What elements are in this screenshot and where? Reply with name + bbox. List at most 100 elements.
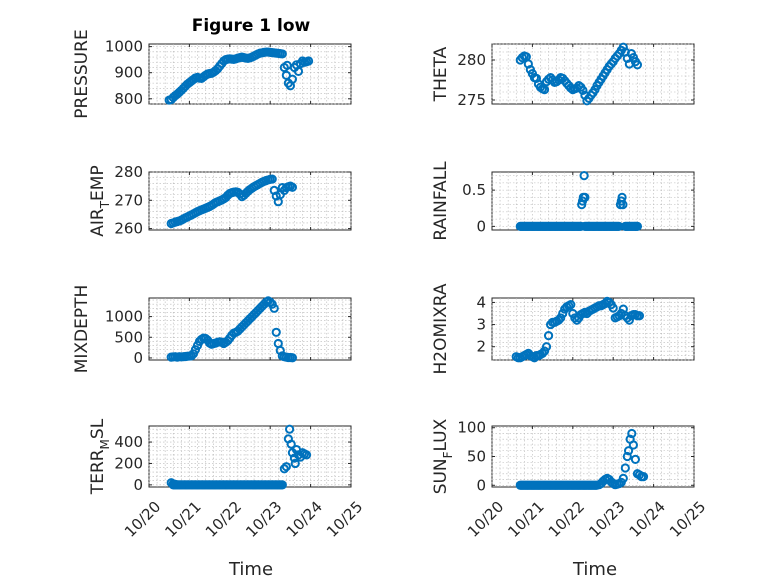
subplot-1: 800 900 1000 PRESSURE <box>72 29 352 119</box>
data-point <box>618 200 628 210</box>
data-point <box>630 454 641 464</box>
plot-area <box>148 425 352 488</box>
x-axis-label-left: Time <box>228 559 273 580</box>
data-point <box>579 171 589 181</box>
x-tick-label: 10/23 <box>585 498 628 541</box>
data-point <box>618 42 628 52</box>
data-point <box>634 311 645 321</box>
data-point <box>632 60 643 70</box>
data-point <box>286 439 296 449</box>
x-tick-label: 10/25 <box>666 498 709 541</box>
x-tick-label: 10/22 <box>202 498 245 541</box>
data-point <box>620 463 630 473</box>
data-point <box>614 311 624 321</box>
y-tick-label: 1000 <box>105 308 143 326</box>
data-point <box>303 56 314 66</box>
y-tick-label: 400 <box>114 433 143 451</box>
y-tick-label: 100 <box>457 419 486 437</box>
y-tick-label: 0.5 <box>462 181 486 199</box>
data-point <box>632 221 643 231</box>
data-point <box>566 300 576 310</box>
data-point <box>284 424 295 434</box>
y-axis-label: MIXDEPTH <box>72 285 92 374</box>
data-point <box>622 451 632 462</box>
y-tick-label: 260 <box>114 220 143 238</box>
x-tick-label: 10/23 <box>242 498 285 541</box>
y-axis-label: RAINFALL <box>431 161 451 241</box>
x-tick-label: 10/22 <box>545 498 588 541</box>
y-tick-label: 800 <box>114 90 143 108</box>
data-point <box>554 315 564 325</box>
x-tick-label: 10/24 <box>283 498 326 541</box>
y-tick-label: 3 <box>476 316 486 334</box>
x-tick-label: 10/24 <box>626 498 669 541</box>
data-point <box>537 348 548 358</box>
x-axis-label-right: Time <box>572 559 617 580</box>
plot-area <box>491 171 695 231</box>
data-point <box>281 462 291 472</box>
data-point <box>287 182 298 192</box>
y-tick-label: 0 <box>133 349 143 367</box>
data-point <box>277 480 287 490</box>
subplot-2: 275 280 THETA <box>431 42 695 109</box>
data-point <box>267 174 277 184</box>
y-tick-label: 500 <box>114 328 143 346</box>
data-point <box>277 49 287 59</box>
subplot-4: 0 0.5 RAINFALL <box>431 161 695 241</box>
data-point <box>608 303 618 313</box>
data-point <box>578 85 588 96</box>
data-point <box>623 446 634 456</box>
y-axis-label: SUNFLUX <box>431 418 455 494</box>
data-point <box>269 303 279 313</box>
data-point <box>618 473 628 483</box>
y-tick-label: 2 <box>476 338 486 356</box>
y-tick-label: 0 <box>476 476 486 494</box>
data-point <box>186 351 197 361</box>
data-point <box>627 428 637 439</box>
data-point <box>287 74 298 84</box>
data-point <box>628 440 639 450</box>
figure-title: Figure 1 low <box>192 16 311 36</box>
y-tick-label: 50 <box>467 448 486 466</box>
y-tick-label: 4 <box>476 293 486 311</box>
y-tick-label: 0 <box>133 476 143 494</box>
x-tick-label: 10/25 <box>323 498 366 541</box>
data-point <box>279 464 289 474</box>
y-axis-label: AIRTEMP <box>88 165 112 236</box>
y-tick-label: 1000 <box>105 38 143 56</box>
data-point <box>265 297 275 307</box>
y-tick-label: 270 <box>114 191 143 209</box>
y-axis-label: TERRMSL <box>88 418 112 495</box>
data-point <box>541 342 552 352</box>
y-tick-label: 280 <box>457 51 486 69</box>
data-point <box>275 345 285 356</box>
data-point <box>282 60 292 70</box>
x-tick-label: 10/20 <box>464 498 507 541</box>
y-tick-label: 280 <box>114 163 143 181</box>
data-point <box>293 66 304 76</box>
data-point <box>281 70 291 80</box>
data-point <box>170 479 180 489</box>
data-point <box>271 327 281 337</box>
y-tick-label: 0 <box>476 217 486 235</box>
x-tick-label: 10/21 <box>504 498 547 541</box>
subplot-6: 2 3 4 H2OMIXRA <box>431 283 695 375</box>
y-tick-label: 200 <box>114 454 143 472</box>
y-axis-label: THETA <box>431 46 451 102</box>
data-point <box>301 450 312 460</box>
y-tick-label: 900 <box>114 64 143 82</box>
data-point <box>638 472 649 482</box>
data-point <box>287 353 298 363</box>
data-point <box>580 192 590 202</box>
x-tick-label: 10/21 <box>161 498 204 541</box>
data-point <box>556 313 566 323</box>
y-tick-label: 275 <box>457 91 486 109</box>
data-point <box>539 346 550 356</box>
y-axis-label: H2OMIXRA <box>431 283 451 374</box>
y-axis-label: PRESSURE <box>72 29 92 118</box>
data-point <box>543 331 554 341</box>
